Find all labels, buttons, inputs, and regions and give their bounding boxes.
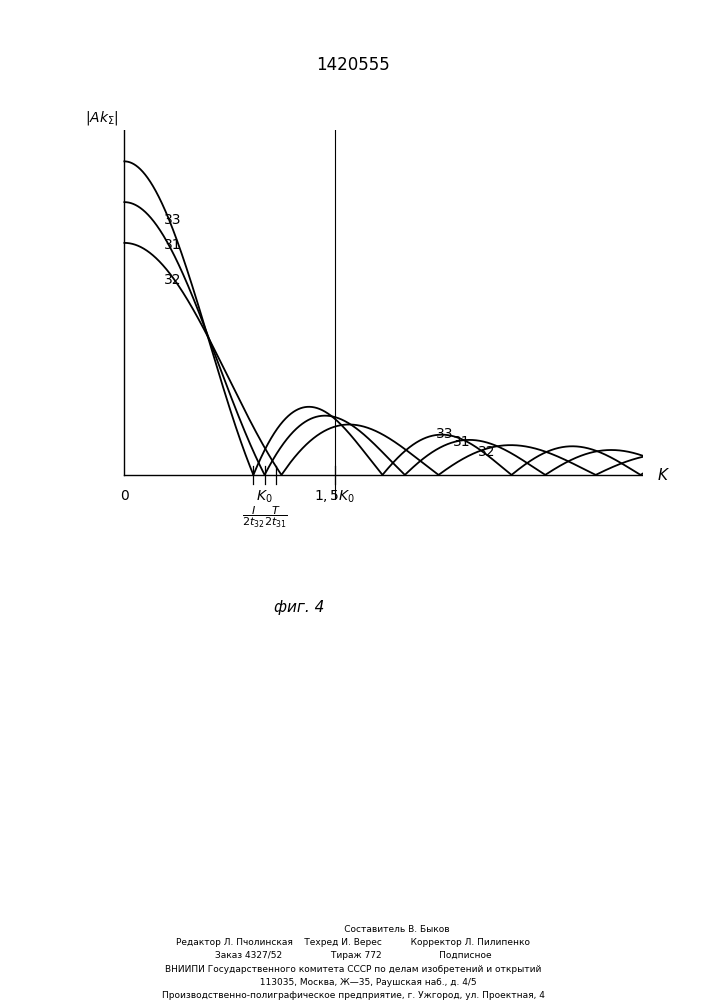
Text: 33: 33 [436,427,453,441]
Text: $1,5K_0$: $1,5K_0$ [314,489,356,505]
Text: $K_0$: $K_0$ [257,489,273,505]
Text: $\dfrac{I}{2t_{32}}$: $\dfrac{I}{2t_{32}}$ [242,505,265,530]
Text: 31: 31 [452,435,470,449]
Text: Составитель В. Быков
Редактор Л. Пчолинская    Техред И. Верес          Корректо: Составитель В. Быков Редактор Л. Пчолинс… [162,925,545,1000]
Text: 32: 32 [163,273,181,287]
Text: фиг. 4: фиг. 4 [274,600,324,615]
Text: $|Ak_\Sigma|$: $|Ak_\Sigma|$ [85,109,119,127]
Text: $\dfrac{T}{2t_{31}}$: $\dfrac{T}{2t_{31}}$ [264,505,288,530]
Text: 1420555: 1420555 [317,56,390,74]
Text: 32: 32 [478,445,496,459]
Text: 0: 0 [120,489,129,503]
Text: 31: 31 [163,238,181,252]
Text: 33: 33 [163,213,181,227]
Text: $K$: $K$ [658,467,670,483]
